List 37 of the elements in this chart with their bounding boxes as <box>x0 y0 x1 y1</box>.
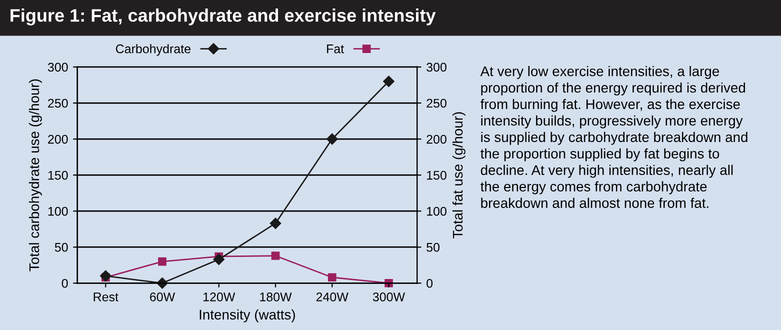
point <box>383 76 394 88</box>
legend-label: Fat <box>327 44 344 54</box>
y-tick-label: 200 <box>48 134 68 144</box>
x-tick-label: Rest <box>94 292 118 302</box>
point <box>271 252 280 260</box>
y2-tick-label: 0 <box>426 278 433 288</box>
legend-label: Carbohydrate <box>116 44 190 56</box>
y-axis-title: Total carbohydrate use (g/hour) <box>28 79 42 272</box>
y2-tick-label: 100 <box>427 206 446 216</box>
y2-tick-label: 250 <box>426 98 446 108</box>
y-tick-label: 100 <box>48 206 68 216</box>
y-tick-label: 150 <box>48 170 68 180</box>
point <box>158 257 166 266</box>
x-axis-title: Intensity (watts) <box>200 309 295 322</box>
point <box>100 270 112 282</box>
point <box>213 254 224 265</box>
y2-tick-label: 300 <box>426 62 446 72</box>
x-tick-label: 60W <box>150 292 176 302</box>
y2-tick-label: 50 <box>426 242 440 252</box>
y-tick-label: 0 <box>62 278 68 288</box>
x-tick-label: 180W <box>260 292 292 302</box>
y2-axis-title: Total fat use (g/hour) <box>452 112 466 238</box>
y-tick-label: 250 <box>48 98 68 108</box>
y-tick-label: 300 <box>48 62 68 72</box>
x-tick-label: 240W <box>316 292 348 302</box>
y2-tick-label: 200 <box>426 134 446 144</box>
y2-tick-label: 150 <box>427 170 446 180</box>
x-tick-label: 300W <box>372 292 406 302</box>
x-tick-label: 120W <box>204 292 236 302</box>
point <box>156 278 168 289</box>
point <box>326 133 338 145</box>
point <box>328 273 336 282</box>
chart-title: Figure 1: Fat, carbohydrate and exercise intensity <box>10 8 436 26</box>
point <box>270 218 282 229</box>
point <box>384 278 393 288</box>
y-tick-label: 50 <box>54 242 68 252</box>
text: At very low exercise intensities, a large proportion of the energy required is derived from burning fat. However, as the exercise intensity builds, progressively more energy is supplied by carbohydrate breakdown and the proportion supplied by fat begins to decline. At very high intensities, nearly all the energy comes from carbohydrate breakdown and almost none from fat. <box>480 66 748 208</box>
